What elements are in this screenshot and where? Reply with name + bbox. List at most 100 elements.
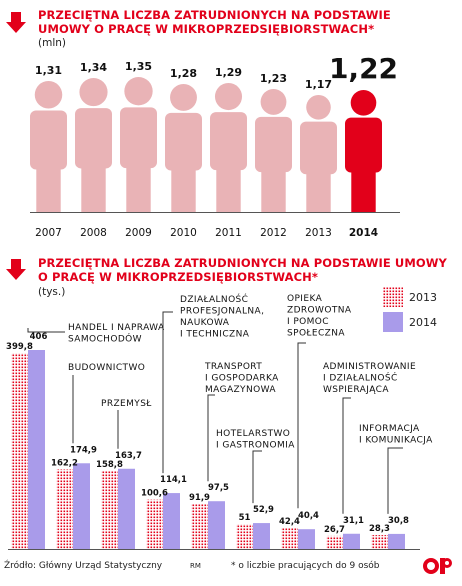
category-label-line: PROFESJONALNA, — [180, 307, 264, 317]
category-label-line: I GOSPODARKA — [205, 374, 279, 384]
bar-group-8 — [371, 533, 405, 549]
top-chart: 1,31 2007 1,34 2008 1,35 2009 1,28 2010 1,29 2011… — [30, 52, 400, 239]
bar-group-3 — [146, 493, 180, 549]
bar-2014 — [343, 533, 360, 549]
value-label-2013: 26,7 — [324, 525, 345, 535]
bar-2013 — [236, 524, 253, 549]
category-label-line: ADMINISTROWANIE — [323, 362, 416, 372]
bottom-chart-title-line2: O PRACĘ W MIKROPRZEDSIĘBIORSTWACH* — [38, 270, 319, 284]
category-label-line: TRANSPORT — [204, 362, 262, 372]
bar-group-2 — [101, 468, 135, 549]
year-label-2008: 2008 — [80, 227, 107, 239]
figure-torso — [300, 121, 337, 175]
value-label-2013: 51 — [239, 513, 251, 523]
bar-group-6 — [281, 528, 315, 549]
leader-line — [207, 394, 215, 482]
category-label-3: DZIAŁALNOŚĆ PROFESJONALNA, NAUKOWA I TECHNI… — [180, 293, 264, 340]
value-label-2014: 174,9 — [70, 445, 97, 455]
year-label-2010: 2010 — [170, 227, 197, 239]
legend-label-2014: 2014 — [409, 316, 437, 329]
value-label-2009: 1,35 — [125, 60, 152, 73]
figure-head — [260, 89, 287, 115]
figure-head — [306, 95, 331, 120]
down-arrow-icon — [6, 259, 26, 280]
legend-swatch-2014 — [383, 312, 403, 332]
figure-torso — [30, 110, 67, 170]
bar-2014 — [28, 350, 45, 549]
person-figure-2014 — [345, 90, 382, 212]
figure-legs — [351, 168, 376, 212]
figure-legs — [261, 168, 286, 212]
person-figure-2013 — [300, 95, 337, 212]
category-label-line: I KOMUNIKACJA — [359, 436, 433, 446]
bar-2013 — [371, 535, 388, 549]
person-figure-2009 — [120, 77, 157, 212]
figure-head — [350, 90, 377, 116]
value-label-2014: 97,5 — [208, 483, 229, 493]
category-label-line: INFORMACJA — [359, 424, 420, 434]
category-label-line: MAGAZYNOWA — [205, 385, 276, 395]
category-label-line: I POMOC — [287, 317, 329, 327]
figure-torso — [345, 117, 382, 173]
category-label-line: HANDEL I NAPRAWA — [68, 323, 165, 333]
value-label-2013: 399,8 — [6, 342, 33, 352]
bar-group-0 — [11, 350, 45, 549]
bar-2014 — [253, 523, 270, 549]
top-chart-title-line1: PRZECIĘTNA LICZBA ZATRUDNIONYCH NA PODST… — [38, 8, 391, 22]
category-label-0: HANDEL I NAPRAWA SAMOCHODÓW — [68, 323, 165, 345]
bar-2013 — [281, 528, 298, 549]
figure-torso — [120, 107, 157, 169]
year-label-2009: 2009 — [125, 227, 152, 239]
value-label-2014: 31,1 — [343, 516, 364, 526]
value-label-2008: 1,34 — [80, 61, 107, 74]
bar-group-5 — [236, 523, 270, 549]
value-label-2013: 100,6 — [141, 489, 168, 499]
bar-2013 — [56, 469, 73, 549]
figure-torso — [255, 116, 292, 173]
person-figure-2011 — [210, 83, 247, 212]
category-label-line: I GASTRONOMIA — [216, 441, 295, 451]
value-label-2010: 1,28 — [170, 67, 197, 80]
bar-2014 — [163, 493, 180, 549]
bar-2014 — [298, 529, 315, 549]
bar-2013 — [326, 535, 343, 549]
year-label-2012: 2012 — [260, 227, 287, 239]
down-arrow-icon — [6, 12, 26, 33]
leader-line — [387, 447, 403, 514]
value-label-2011: 1,29 — [215, 66, 242, 79]
category-label-line: NAUKOWA — [180, 318, 230, 328]
year-label-2014: 2014 — [349, 227, 378, 239]
category-label-7: ADMINISTROWANIE I DZIAŁALNOŚĆ WSPIERAJĄCA — [323, 362, 416, 395]
category-label-line: HOTELARSTWO — [216, 429, 290, 439]
figure-torso — [210, 112, 247, 171]
top-chart-title: PRZECIĘTNA LICZBA ZATRUDNIONYCH NA PODST… — [38, 8, 391, 36]
value-label-2012: 1,23 — [260, 72, 287, 85]
figure-torso — [75, 108, 112, 169]
value-label-2014: 114,1 — [160, 475, 187, 485]
bar-2014 — [388, 533, 405, 549]
figure-head — [79, 78, 108, 107]
person-figure-2010 — [165, 84, 202, 212]
bar-2014 — [118, 468, 135, 549]
leader-line — [252, 450, 262, 504]
figure-legs — [36, 165, 61, 212]
category-label-line: WSPIERAJĄCA — [323, 385, 389, 395]
figure-head — [170, 84, 197, 111]
category-label-4: TRANSPORT I GOSPODARKA MAGAZYNOWA — [204, 362, 279, 395]
figure-legs — [306, 170, 331, 212]
bottom-chart-unit: (tys.) — [38, 286, 66, 298]
leader-line — [297, 342, 306, 509]
year-label-2013: 2013 — [305, 227, 332, 239]
value-label-2013: 91,9 — [189, 493, 210, 503]
category-label-line: I DZIAŁALNOŚĆ — [323, 372, 398, 384]
bar-group-7 — [326, 533, 360, 549]
bar-2013 — [146, 499, 163, 549]
leader-line — [162, 311, 173, 474]
bar-2013 — [11, 353, 28, 549]
figure-head — [34, 81, 63, 109]
bottom-chart-title-line1: PRZECIĘTNA LICZBA ZATRUDNIONYCH NA PODST… — [38, 256, 447, 270]
value-label-2014: 52,9 — [253, 505, 274, 515]
value-label-2014: 406 — [30, 332, 48, 342]
category-label-line: PRZEMYSŁ — [101, 399, 152, 409]
value-label-2013: 42,4 — [279, 517, 300, 527]
